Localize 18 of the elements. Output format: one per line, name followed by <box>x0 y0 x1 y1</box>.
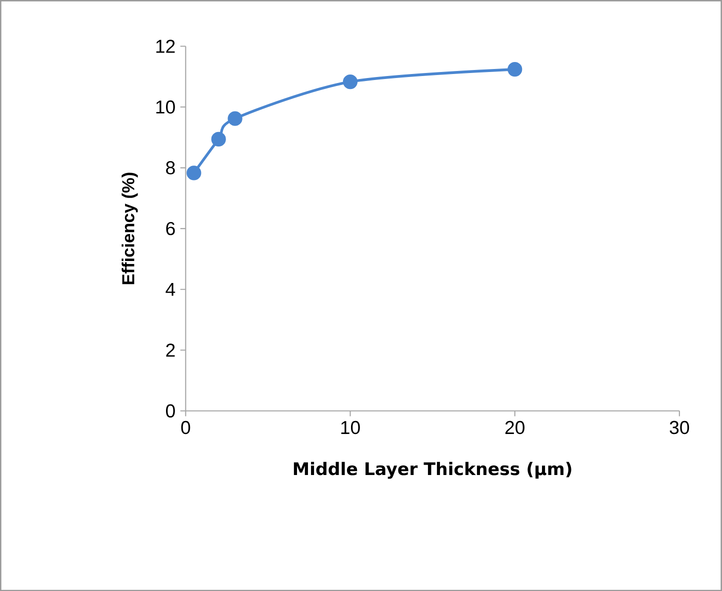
y-tick-label: 2 <box>166 343 175 357</box>
y-tick-label: 4 <box>166 282 176 296</box>
y-tick-label: 10 <box>156 100 175 114</box>
point <box>186 166 202 180</box>
point <box>228 111 242 126</box>
x-axis-title: Middle Layer Thickness (μm) <box>294 462 572 479</box>
x-tick-label: 30 <box>670 420 690 434</box>
point <box>211 132 226 146</box>
y-tick-label: 12 <box>156 40 175 53</box>
y-tick-label: 0 <box>166 404 175 418</box>
point <box>508 62 522 77</box>
y-axis-title: Efficiency (%) <box>122 172 138 284</box>
y-tick-label: 6 <box>166 222 175 236</box>
x-tick-label: 10 <box>341 420 360 434</box>
x-tick-label: 0 <box>181 420 190 434</box>
y-tick-label: 8 <box>166 161 175 174</box>
x-tick-label: 20 <box>505 420 524 434</box>
point <box>342 74 358 90</box>
